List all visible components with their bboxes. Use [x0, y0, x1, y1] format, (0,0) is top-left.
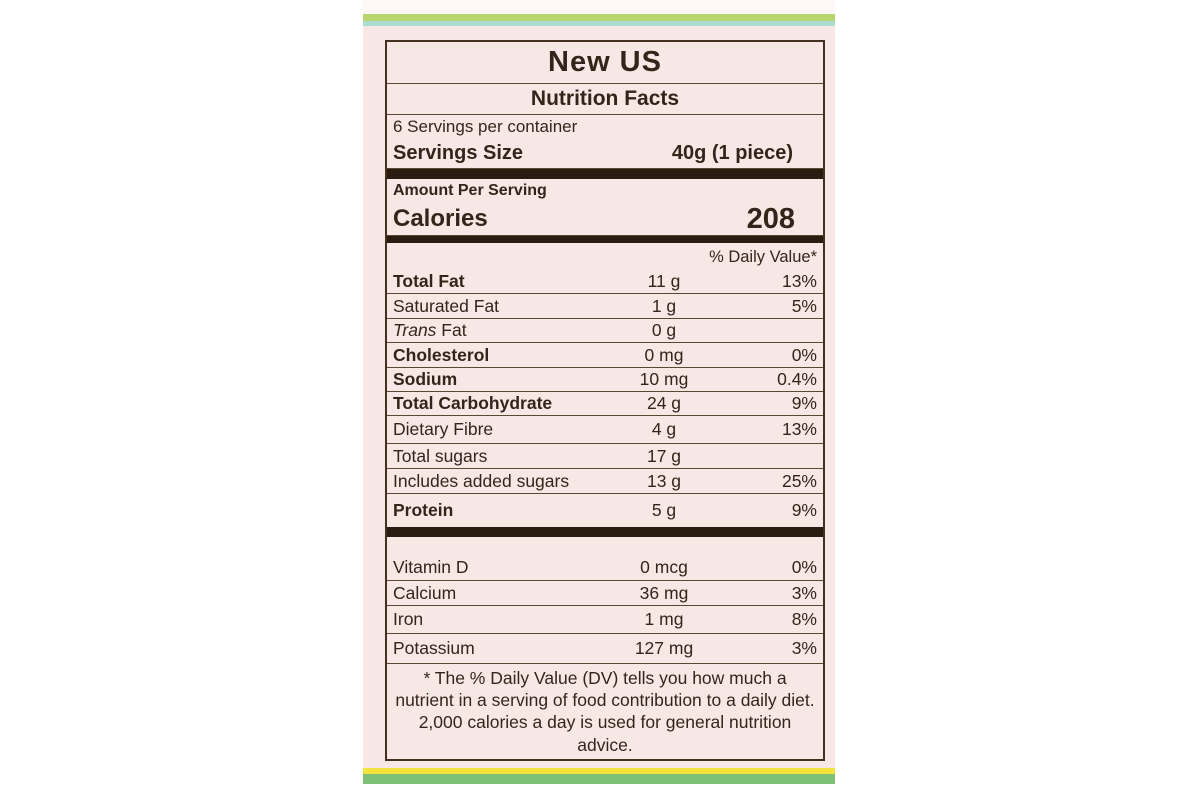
nutrient-row-saturated-fat: Saturated Fat 1 g 5%	[387, 294, 823, 319]
nutrient-name: Protein	[393, 500, 454, 520]
nutrient-amount: 36 mg	[639, 582, 689, 603]
nutrient-name: Total Carbohydrate	[393, 393, 553, 413]
micronutrient-row-calcium: Calcium 36 mg 3%	[387, 581, 823, 606]
nutrient-row-total-fat: Total Fat 11 g 13%	[387, 270, 823, 294]
micronutrient-row-vitamin-d: Vitamin D 0 mcg 0%	[387, 555, 823, 581]
nutrient-amount: 5 g	[651, 500, 677, 520]
nutrient-name: Dietary Fibre	[393, 419, 494, 439]
calories-value: 208	[746, 202, 795, 235]
thick-divider	[387, 169, 823, 179]
nutrient-dv: 25%	[781, 470, 817, 491]
serving-size-row: Servings Size 40g (1 piece)	[387, 138, 823, 169]
nutrient-amount: 11 g	[647, 271, 681, 291]
serving-size-value: 40g (1 piece)	[671, 141, 793, 164]
nutrient-row-sodium: Sodium 10 mg 0.4%	[387, 368, 823, 392]
nutrition-facts-text: Nutrition Facts	[530, 87, 680, 110]
nutrient-name: Total sugars	[393, 445, 488, 466]
nutrient-dv: 8%	[791, 609, 817, 629]
nutrient-dv: 0.4%	[777, 369, 817, 389]
daily-value-footnote: * The % Daily Value (DV) tells you how m…	[387, 664, 823, 759]
nutrient-row-cholesterol: Cholesterol 0 mg 0%	[387, 343, 823, 368]
bottom-yellow-strip	[363, 768, 835, 774]
nutrient-amount: 4 g	[651, 419, 677, 439]
packaging-background: New US Nutrition Facts 6 Servings per co…	[363, 26, 835, 768]
nutrient-row-total-carbohydrate: Total Carbohydrate 24 g 9%	[387, 392, 823, 416]
nutrient-row-added-sugars: Includes added sugars 13 g 25%	[387, 469, 823, 494]
micronutrient-row-iron: Iron 1 mg 8%	[387, 606, 823, 634]
nutrient-dv: 5%	[791, 295, 817, 316]
nutrient-amount: 127 mg	[634, 638, 694, 658]
nutrient-amount: 1 g	[651, 295, 677, 316]
servings-per-container: 6 Servings per container	[387, 115, 823, 138]
thick-divider	[387, 527, 823, 537]
serving-size-label: Servings Size	[393, 141, 524, 164]
nutrition-facts-panel: New US Nutrition Facts 6 Servings per co…	[385, 40, 825, 761]
nutrient-dv: 3%	[791, 638, 817, 658]
nutrient-name: Sodium	[393, 369, 458, 389]
nutrient-row-trans-fat: Trans Fat 0 g	[387, 319, 823, 343]
bottom-green-strip	[363, 774, 835, 784]
nutrient-dv: 9%	[791, 393, 817, 413]
nutrient-name: Potassium	[393, 638, 475, 658]
nutrient-amount: 1 mg	[644, 609, 684, 629]
label-title: New US	[387, 42, 823, 84]
nutrient-amount: 0 mg	[644, 344, 684, 365]
calories-row: Calories 208	[387, 203, 823, 236]
nutrient-name: Includes added sugars	[393, 470, 570, 491]
nutrient-dv: 13%	[781, 271, 817, 291]
nutrient-dv: 9%	[791, 500, 817, 520]
top-white-band	[363, 0, 835, 14]
nutrition-facts-heading: Nutrition Facts	[387, 84, 823, 115]
nutrient-name: Trans Fat	[393, 320, 589, 341]
amount-per-serving-text: Amount Per Serving	[393, 182, 547, 199]
nutrient-dv: 13%	[781, 419, 817, 439]
nutrient-dv: 0%	[791, 557, 817, 577]
nutrient-dv: 0%	[791, 344, 817, 365]
nutrient-row-total-sugars: Total sugars 17 g	[387, 444, 823, 469]
nutrient-name: Cholesterol	[393, 344, 490, 365]
spacer-row	[387, 537, 823, 555]
thick-divider	[387, 236, 823, 243]
nutrient-row-dietary-fibre: Dietary Fibre 4 g 13%	[387, 416, 823, 444]
label-photo: New US Nutrition Facts 6 Servings per co…	[363, 0, 835, 800]
calories-label: Calories	[393, 205, 488, 232]
top-green-strip	[363, 14, 835, 21]
amount-per-serving-row: Amount Per Serving	[387, 179, 823, 203]
nutrient-amount: 10 mg	[639, 369, 689, 389]
nutrient-name: Calcium	[393, 582, 457, 603]
top-teal-strip	[363, 21, 835, 26]
nutrient-name-rest: Fat	[436, 320, 467, 340]
daily-value-header-row: % Daily Value*	[387, 243, 823, 270]
nutrient-row-protein: Protein 5 g 9%	[387, 494, 823, 527]
label-title-text: New US	[548, 46, 662, 78]
nutrient-name: Vitamin D	[393, 557, 469, 577]
nutrient-amount: 24 g	[646, 393, 682, 413]
nutrient-amount: 0 mcg	[640, 557, 688, 577]
micronutrient-row-potassium: Potassium 127 mg 3%	[387, 634, 823, 664]
nutrient-dv: 3%	[791, 582, 817, 603]
nutrient-name: Iron	[393, 609, 424, 629]
nutrient-amount: 0 g	[651, 320, 677, 340]
daily-value-footnote-text: * The % Daily Value (DV) tells you how m…	[395, 668, 815, 755]
daily-value-header-text: % Daily Value*	[709, 248, 817, 266]
nutrient-name-italic: Trans	[393, 320, 437, 340]
nutrient-name: Saturated Fat	[393, 295, 500, 316]
servings-per-container-text: 6 Servings per container	[393, 116, 578, 136]
nutrient-name: Total Fat	[393, 271, 465, 291]
nutrient-amount: 17 g	[646, 445, 682, 466]
nutrient-amount: 13 g	[646, 470, 682, 491]
